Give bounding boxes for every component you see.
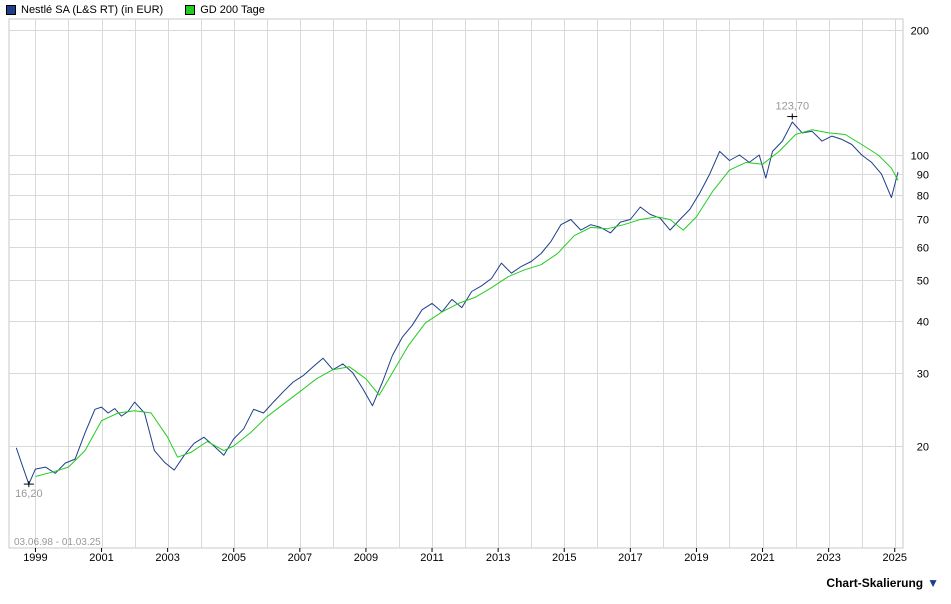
y-tick-label: 100: [911, 151, 929, 163]
x-tick-label: 2021: [750, 552, 774, 564]
triangle-down-icon: ▼: [927, 576, 939, 590]
x-tick-label: 2003: [155, 552, 179, 564]
x-tick-label: 2023: [816, 552, 840, 564]
extreme-value-label: 123,70: [775, 101, 809, 113]
legend-swatch-gd200: [185, 5, 196, 15]
y-tick-label: 50: [917, 276, 929, 288]
date-range-label: 03.06.98 - 01.03.25: [14, 537, 101, 548]
legend-label-nestle: Nestlé SA (L&S RT) (in EUR): [21, 4, 164, 16]
legend: Nestlé SA (L&S RT) (in EUR) GD 200 Tage: [6, 2, 287, 18]
x-tick-label: 2015: [552, 552, 576, 564]
x-tick-label: 2019: [684, 552, 708, 564]
y-tick-label: 60: [917, 243, 929, 255]
y-tick-label: 200: [911, 26, 929, 38]
x-tick-label: 2005: [221, 552, 245, 564]
legend-item-nestle: Nestlé SA (L&S RT) (in EUR): [6, 4, 163, 16]
extreme-value-label: 16,20: [15, 488, 43, 500]
series-line-gd200: [35, 129, 899, 477]
x-tick-label: 2017: [618, 552, 642, 564]
y-tick-label: 80: [917, 191, 929, 203]
plot-area: [8, 18, 904, 549]
stock-chart: 20 30 40 50 60 70 80 90 100 200 1999 2001 2003 2005 20…: [8, 18, 929, 564]
x-tick-label: 1999: [23, 552, 47, 564]
x-tick-label: 2013: [486, 552, 510, 564]
x-tick-label: 2007: [288, 552, 312, 564]
x-tick-label: 2011: [420, 552, 444, 564]
y-tick-label: 40: [917, 317, 929, 329]
x-tick-label: 2001: [89, 552, 113, 564]
y-tick-label: 20: [917, 442, 929, 454]
y-tick-label: 90: [917, 170, 929, 182]
legend-label-gd200: GD 200 Tage: [200, 4, 265, 16]
legend-item-gd200: GD 200 Tage: [185, 4, 265, 16]
y-tick-label: 70: [917, 215, 929, 227]
chart-scaling-label: Chart-Skalierung: [826, 576, 924, 590]
chart-scaling-button[interactable]: Chart-Skalierung ▼: [826, 576, 939, 590]
legend-swatch-nestle: [6, 5, 16, 15]
x-tick-label: 2025: [882, 552, 906, 564]
x-tick-label: 2009: [354, 552, 378, 564]
y-tick-label: 30: [917, 369, 929, 381]
series-line-nestle: [15, 121, 899, 485]
